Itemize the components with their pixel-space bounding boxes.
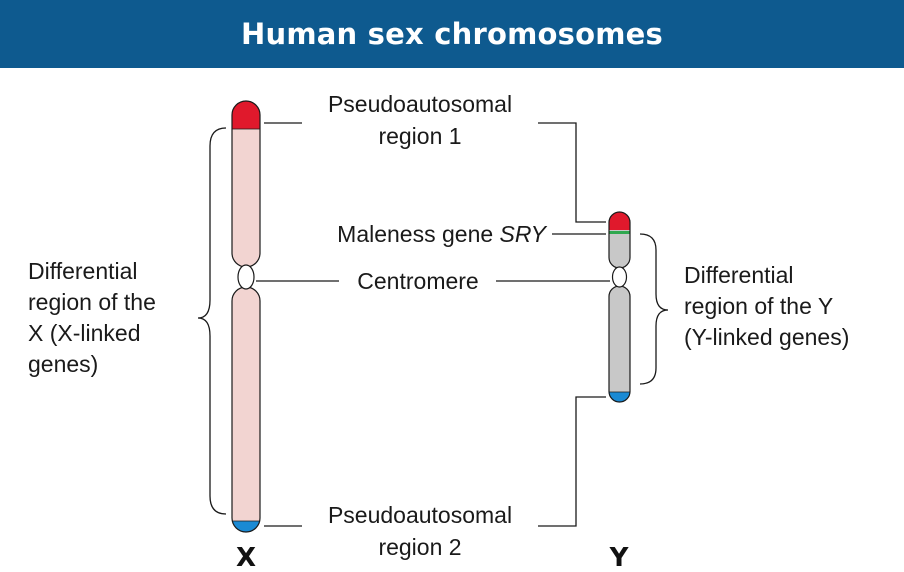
page-title: Human sex chromosomes [241,17,663,51]
x-differential-brace [197,127,227,515]
y-diff-line-3: (Y-linked genes) [684,324,849,350]
y-upper-arm [609,212,630,268]
y-chromosome [608,211,631,403]
x-diff-line-3: X (X-linked [28,320,140,346]
sry-gene-name: SRY [500,221,548,247]
centromere-label: Centromere [357,268,478,294]
par2-leader-y [538,396,606,527]
y-par1-band [609,212,630,230]
y-diff-line-2: region of the Y [684,293,833,319]
x-diff-line-4: genes) [28,351,98,377]
x-diff-line-2: region of the [28,289,156,315]
sry-band [609,231,630,234]
y-chromosome-label: Y [609,543,630,572]
y-diff-line-1: Differential [684,262,794,288]
x-chromosome-label: X [236,543,256,572]
par2-label-line1: Pseudoautosomal [328,502,512,528]
par1-label-line2: region 1 [378,123,461,149]
par1-label-line1: Pseudoautosomal [328,91,512,117]
x-differential-label: Differential region of the X (X-linked g… [28,258,156,377]
y-lower-arm [609,286,630,402]
sry-label: Maleness gene SRY [337,221,547,247]
x-par2-band [232,521,260,532]
y-par2-band [609,392,630,402]
par2-label-line2: region 2 [378,534,461,560]
y-differential-label: Differential region of the Y (Y-linked g… [684,262,849,350]
x-chromosome [231,100,261,533]
x-centromere [237,264,255,290]
x-upper-arm [232,101,260,267]
par1-leader-y [538,122,606,223]
x-par1-band [232,101,260,129]
x-diff-line-1: Differential [28,258,138,284]
x-lower-arm [232,287,260,532]
y-centromere [611,266,628,288]
title-banner: Human sex chromosomes [0,0,904,68]
y-differential-brace [639,233,669,385]
sry-label-prefix: Maleness gene [337,221,499,247]
